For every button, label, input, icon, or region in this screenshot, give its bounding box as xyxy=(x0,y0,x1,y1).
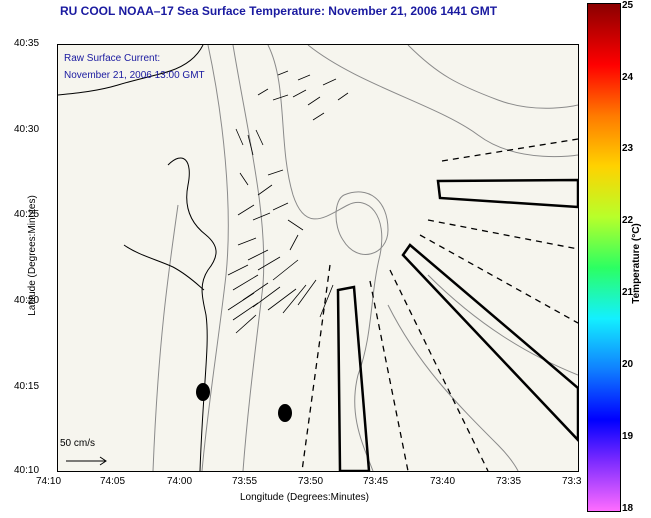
colorbar-tick-label: 18 xyxy=(622,503,634,514)
y-tick-label: 40:30 xyxy=(14,124,40,135)
y-tick-label: 40:35 xyxy=(14,38,40,49)
x-tick-label: 73:3 xyxy=(562,476,582,487)
y-tick-label: 40:15 xyxy=(14,381,40,392)
radar-sectors xyxy=(336,178,578,471)
x-axis-label: Longitude (Degrees:Minutes) xyxy=(240,492,369,503)
x-tick-label: 73:35 xyxy=(496,476,522,487)
y-tick-label: 40:10 xyxy=(14,465,40,476)
y-tick-label: 40:20 xyxy=(14,295,40,306)
buoy-marker xyxy=(196,383,210,401)
colorbar-tick-label: 19 xyxy=(622,431,634,442)
scale-arrowhead xyxy=(99,456,107,466)
x-tick-label: 74:05 xyxy=(100,476,126,487)
temperature-colorbar xyxy=(587,3,621,512)
colorbar-label: Temperature (°C) xyxy=(630,223,642,304)
x-tick-label: 73:50 xyxy=(298,476,324,487)
colorbar-tick-label: 20 xyxy=(622,359,634,370)
x-tick-label: 73:55 xyxy=(232,476,258,487)
y-axis-label: Latitude (Degrees:Minutes) xyxy=(26,195,38,316)
river-mouth xyxy=(123,244,205,291)
radar-beam-lines xyxy=(301,138,578,471)
scale-label: 50 cm/s xyxy=(60,438,96,449)
x-tick-label: 73:40 xyxy=(430,476,456,487)
map-canvas xyxy=(58,45,578,471)
current-legend-title: Raw Surface Current: xyxy=(64,53,161,64)
colorbar-tick-label: 21 xyxy=(622,287,634,298)
coastline-south xyxy=(167,157,217,471)
colorbar-tick-label: 25 xyxy=(622,0,634,11)
map-plot-area[interactable] xyxy=(57,44,579,472)
bathymetry-contours xyxy=(152,45,578,471)
current-vectors xyxy=(227,70,349,334)
buoy-marker xyxy=(278,404,292,422)
x-tick-label: 73:45 xyxy=(363,476,389,487)
colorbar-tick-label: 24 xyxy=(622,72,634,83)
current-legend-date: November 21, 2006 13:00 GMT xyxy=(64,70,205,81)
coastline-north xyxy=(58,45,204,96)
x-tick-label: 74:00 xyxy=(167,476,193,487)
colorbar-tick-label: 22 xyxy=(622,215,634,226)
y-tick-label: 40:25 xyxy=(14,209,40,220)
x-tick-label: 74:10 xyxy=(36,476,62,487)
map-title: RU COOL NOAA–17 Sea Surface Temperature:… xyxy=(60,4,498,18)
colorbar-tick-label: 23 xyxy=(622,143,634,154)
